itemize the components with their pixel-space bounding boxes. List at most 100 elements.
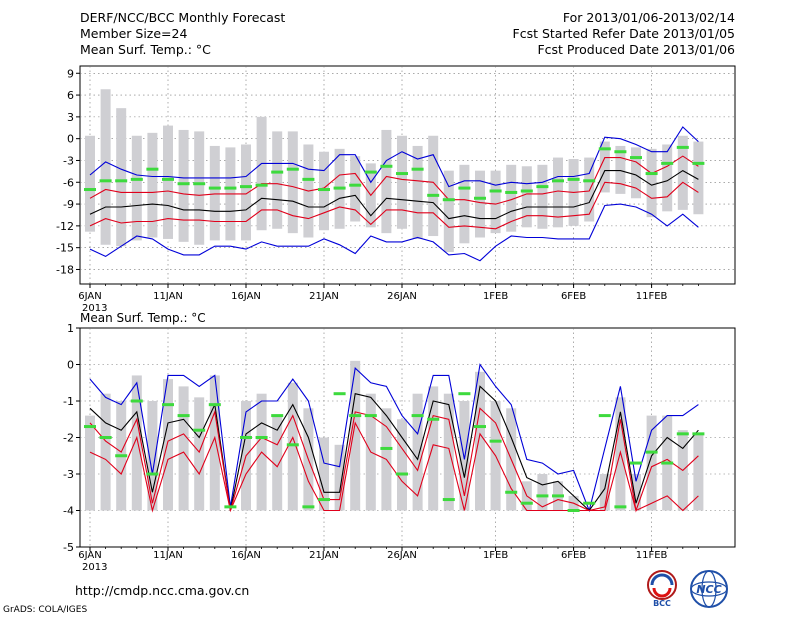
spread-bar [584,157,595,222]
clim-marker [286,443,299,447]
member-size: Member Size=24 [80,26,188,41]
clim-marker [520,189,533,193]
plot-frame [79,65,736,285]
year-label: 2013 [82,562,107,573]
x-tick-label: 11JAN [153,550,183,561]
spread-bar [537,474,548,511]
spread-bar [646,415,657,511]
x-tick-label: 21JAN [309,291,339,302]
y-tick-label: 6 [67,89,74,102]
y-tick-label: -12 [56,220,74,233]
y-tick-label: 3 [67,111,74,124]
clim-marker [583,179,596,183]
clim-marker [396,172,408,176]
header-right: For 2013/01/06-2013/02/14 Fcst Started R… [513,10,736,58]
spread-bar [178,129,189,242]
clim-marker [240,185,252,189]
fcst-started-date: Fcst Started Refer Date 2013/01/05 [512,26,736,41]
grads-credit: GrADS: COLA/IGES [3,605,88,615]
clim-marker [99,436,112,439]
clim-marker [567,509,580,512]
spread-bar [287,382,298,511]
x-tick-label: 6JAN [78,550,101,561]
clim-marker [645,172,658,176]
spread-bar [272,131,283,229]
clim-marker [84,188,96,192]
forecast-period: For 2013/01/06-2013/02/14 [562,10,735,25]
x-tick-label: 26JAN [387,291,417,302]
y-tick-label: -6 [63,176,74,189]
series-line-median [89,169,699,220]
spread-bar [599,474,610,511]
spread-bar [163,125,173,239]
spread-bar [194,131,205,245]
y-tick-label: -3 [63,468,74,481]
spread-bar [521,166,532,228]
clim-marker [162,403,174,407]
x-tick-label: 16JAN [231,291,261,302]
clim-marker [380,164,393,168]
clim-marker [255,436,268,439]
clim-marker [271,414,284,418]
y-tick-label: -9 [63,198,74,211]
spread-bar [178,386,189,511]
clim-marker [505,190,518,194]
spread-bar [631,147,641,199]
clim-marker [692,161,705,165]
y-tick-label: -4 [63,505,74,518]
spread-bar [693,433,704,511]
spread-bar [412,393,423,511]
spread-bar [615,145,626,194]
clim-marker [474,196,486,200]
variable-label-temp: Mean Surf. Temp.: °C [80,42,211,57]
clim-marker [146,167,159,171]
spread-bar [116,108,127,247]
x-tick-label: 1FEB [483,291,508,302]
spread-bar [334,444,345,511]
clim-marker [193,182,206,186]
clim-marker [349,414,362,418]
clim-marker [692,432,705,436]
spread-bar [397,419,407,511]
spread-bar [412,145,423,239]
clim-marker [318,188,330,192]
x-tick-label: 26JAN [387,550,417,561]
clim-marker [630,156,642,160]
clim-marker [302,177,315,181]
series-line-max [89,363,699,513]
spread-bar [397,135,407,229]
y-tick-label: -2 [63,432,74,445]
series-line-p25 [89,181,699,230]
source-url[interactable]: http://cmdp.ncc.cma.gov.cn [75,583,250,598]
clim-marker [474,425,486,429]
clim-marker [286,167,299,171]
forecast-title: DERF/NCC/BCC Monthly Forecast [80,10,286,25]
spread-bar [490,170,501,234]
panel-title: Mean Surf. Temp.: °C [80,311,206,325]
spread-bar [85,135,95,232]
spread-bar [693,141,704,215]
spread-bar [459,401,470,511]
ncc-logo-text: NCC [696,583,721,596]
clim-marker [552,179,564,183]
clim-marker [458,186,471,190]
spread-bar [443,393,454,511]
spread-bar [475,371,485,511]
clim-marker [458,392,471,396]
clim-marker [552,494,564,498]
x-tick-label: 6FEB [561,550,586,561]
clim-marker [333,392,346,396]
clim-marker [115,454,128,458]
bcc-logo: BCC [640,569,684,613]
clim-marker [364,170,377,174]
spread-bar [272,415,283,511]
clim-marker [598,414,611,418]
spread-bar [287,131,298,234]
spread-bar [553,157,563,228]
bcc-logo-text: BCC [653,599,671,608]
clim-marker [208,186,221,190]
spread-bar [428,135,439,237]
clim-marker [536,494,549,498]
clim-marker [130,399,143,403]
clim-marker [614,150,627,154]
